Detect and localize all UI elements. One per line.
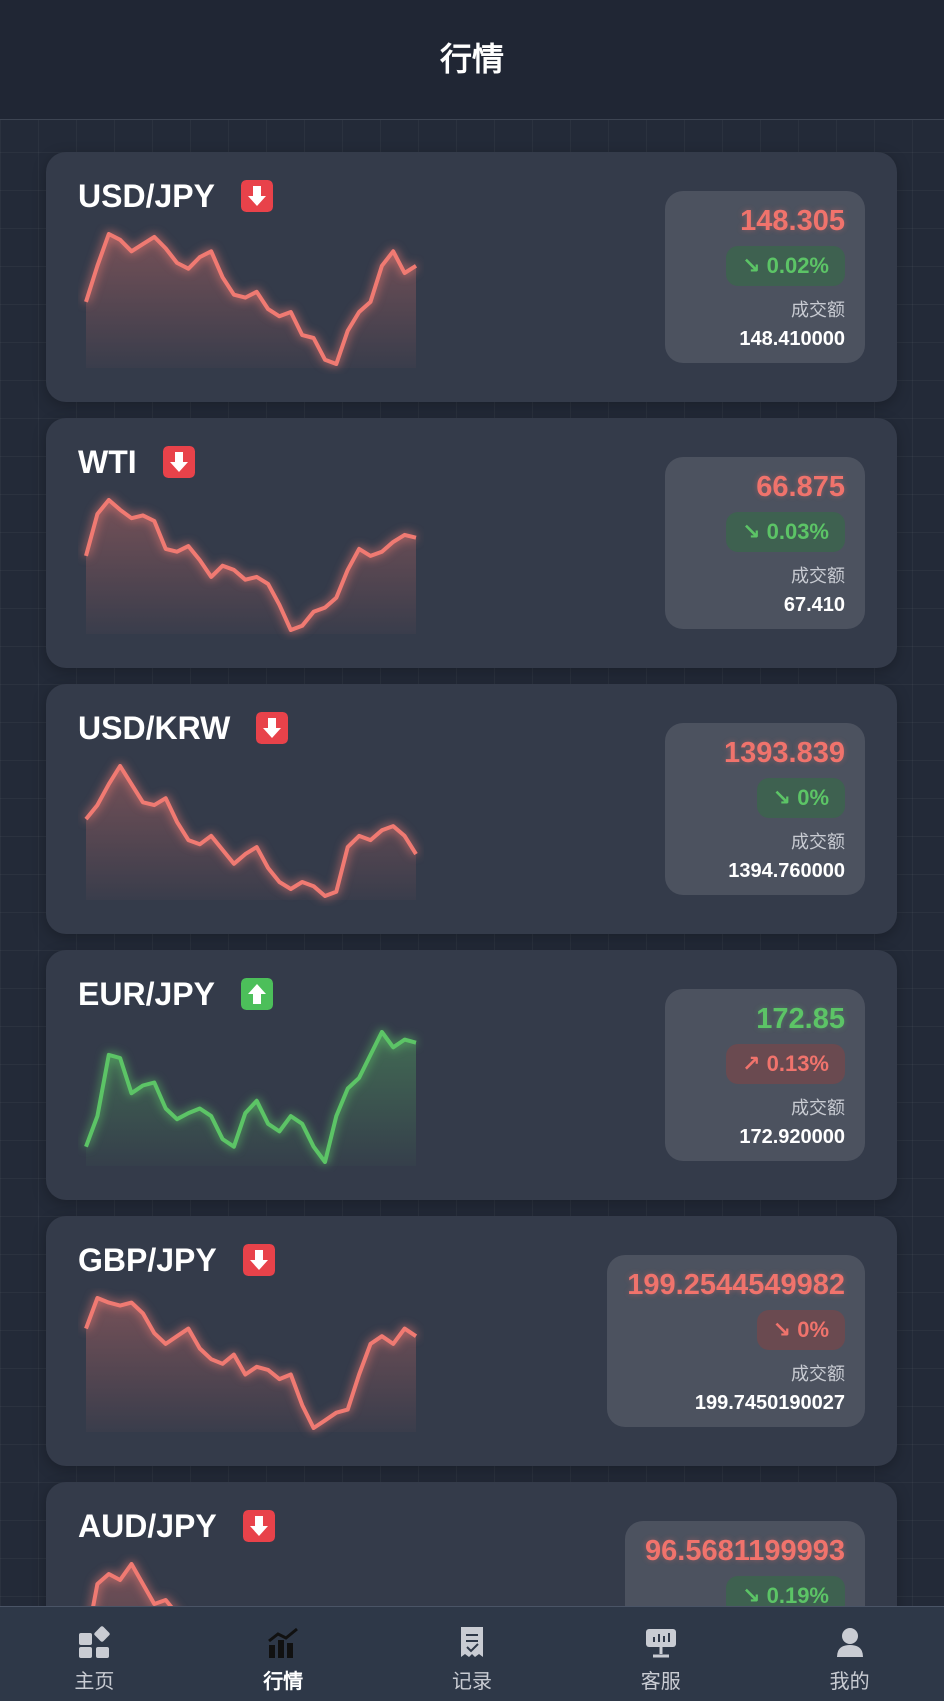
- sparkline-area: [86, 1298, 416, 1432]
- change-row: ↘ 0%: [627, 1302, 845, 1350]
- price: 199.2544549982: [627, 1269, 845, 1301]
- change-row: ↗ 0.13%: [685, 1036, 845, 1084]
- change-row: ↘ 0%: [685, 770, 845, 818]
- market-card[interactable]: EUR/JPY 172.85 ↗ 0.13% 成交额 172.920000: [46, 950, 897, 1200]
- nav-item[interactable]: 主页: [0, 1607, 189, 1701]
- sparkline-line: [84, 764, 418, 898]
- nav-label: 客服: [640, 1671, 681, 1693]
- symbol: USD/KRW: [78, 710, 231, 746]
- header: 行情: [0, 0, 944, 120]
- nav-item[interactable]: 我的: [755, 1607, 944, 1701]
- bottom-nav: 主页 行情 记录 客服 我的: [0, 1606, 944, 1701]
- badge-arrow: [250, 1250, 268, 1270]
- badge-arrow: [263, 718, 281, 738]
- market-card[interactable]: WTI 66.875 ↘ 0.03% 成交额 67.410: [46, 418, 897, 668]
- volume-label: 成交额: [791, 1364, 845, 1384]
- volume-label: 成交额: [791, 832, 845, 852]
- quote-box: 1393.839 ↘ 0% 成交额 1394.760000: [665, 723, 865, 895]
- nav-item[interactable]: 行情: [189, 1607, 378, 1701]
- sparkline: [84, 232, 418, 368]
- sparkline-area: [86, 500, 416, 634]
- sparkline: [84, 1296, 418, 1432]
- change-row: ↘ 0.02%: [685, 238, 845, 286]
- icon: [645, 1629, 676, 1658]
- sparkline-line: [84, 232, 418, 366]
- icon: [836, 1628, 863, 1657]
- direction-badge: [256, 712, 288, 744]
- sparkline: [91, 1562, 174, 1606]
- badge-arrow: [248, 984, 266, 1004]
- sparkline-line: [84, 498, 417, 632]
- price: 172.85: [756, 1003, 845, 1035]
- badge-arrow: [248, 186, 266, 206]
- change: ↗ 0.13%: [726, 1044, 845, 1084]
- icon: [79, 1626, 111, 1658]
- symbol: USD/JPY: [78, 178, 215, 214]
- nav-item[interactable]: 客服: [566, 1607, 755, 1701]
- change: ↘ 0.02%: [726, 246, 845, 286]
- price: 1393.839: [724, 737, 845, 769]
- price: 96.5681199993: [645, 1535, 845, 1567]
- nav-item[interactable]: 记录: [378, 1607, 567, 1701]
- nav-label: 主页: [74, 1671, 115, 1693]
- nav-label: 记录: [451, 1671, 492, 1693]
- market-list: USD/JPY 148.305 ↘ 0.02% 成交额 148.410000 WTI 66.…: [0, 120, 944, 1606]
- price: 66.875: [756, 471, 845, 503]
- quote-box: 199.2544549982 ↘ 0% 成交额 199.7450190027: [607, 1255, 865, 1427]
- symbol: GBP/JPY: [78, 1242, 217, 1278]
- quote-box: 172.85 ↗ 0.13% 成交额 172.920000: [665, 989, 865, 1161]
- nav-label: 行情: [263, 1671, 304, 1693]
- direction-badge: [163, 446, 195, 478]
- direction-badge: [241, 180, 273, 212]
- volume: 1394.760000: [728, 860, 845, 882]
- symbol: EUR/JPY: [78, 976, 215, 1012]
- volume-label: 成交额: [791, 566, 845, 586]
- change: ↘ 0%: [756, 1310, 845, 1350]
- sparkline-area: [86, 766, 416, 900]
- icon: [460, 1627, 483, 1657]
- sparkline: [84, 1030, 417, 1166]
- sparkline-area: [86, 1032, 416, 1166]
- market-card[interactable]: USD/KRW 1393.839 ↘ 0% 成交额 1394.760000: [46, 684, 897, 934]
- direction-badge: [243, 1244, 275, 1276]
- price: 148.305: [740, 205, 845, 237]
- badge-arrow: [170, 452, 188, 472]
- market-card[interactable]: GBP/JPY 199.2544549982 ↘ 0% 成交额 199.74501900…: [46, 1216, 897, 1466]
- change: ↘ 0.19%: [726, 1576, 845, 1606]
- quote-box: 148.305 ↘ 0.02% 成交额 148.410000: [665, 191, 865, 363]
- change: ↘ 0%: [756, 778, 845, 818]
- volume: 148.410000: [739, 328, 845, 350]
- change-row: ↘ 0.19%: [645, 1568, 845, 1606]
- sparkline-area: [86, 234, 416, 368]
- icon: [268, 1627, 299, 1658]
- volume-label: 成交额: [791, 1098, 845, 1118]
- nav-label: 我的: [829, 1671, 870, 1693]
- sparkline: [84, 764, 418, 900]
- sparkline-line: [84, 1030, 417, 1164]
- direction-badge: [241, 978, 273, 1010]
- market-card[interactable]: USD/JPY 148.305 ↘ 0.02% 成交额 148.410000: [46, 152, 897, 402]
- volume-label: 成交额: [791, 300, 845, 320]
- change-row: ↘ 0.03%: [685, 504, 845, 552]
- sparkline-line: [91, 1562, 174, 1606]
- direction-badge: [243, 1510, 275, 1542]
- page-title: 行情: [439, 41, 504, 77]
- sparkline-line: [84, 1296, 418, 1430]
- symbol: WTI: [78, 444, 137, 480]
- badge-arrow: [250, 1516, 268, 1536]
- volume: 199.7450190027: [694, 1392, 845, 1414]
- volume: 172.920000: [739, 1126, 845, 1148]
- sparkline-area: [93, 1564, 171, 1606]
- change: ↘ 0.03%: [726, 512, 845, 552]
- quote-box: 66.875 ↘ 0.03% 成交额 67.410: [665, 457, 865, 629]
- sparkline: [84, 498, 417, 634]
- symbol: AUD/JPY: [78, 1508, 217, 1544]
- quote-box: 96.5681199993↘ 0.19%成交额97.1234: [625, 1521, 865, 1606]
- volume: 67.410: [783, 594, 845, 616]
